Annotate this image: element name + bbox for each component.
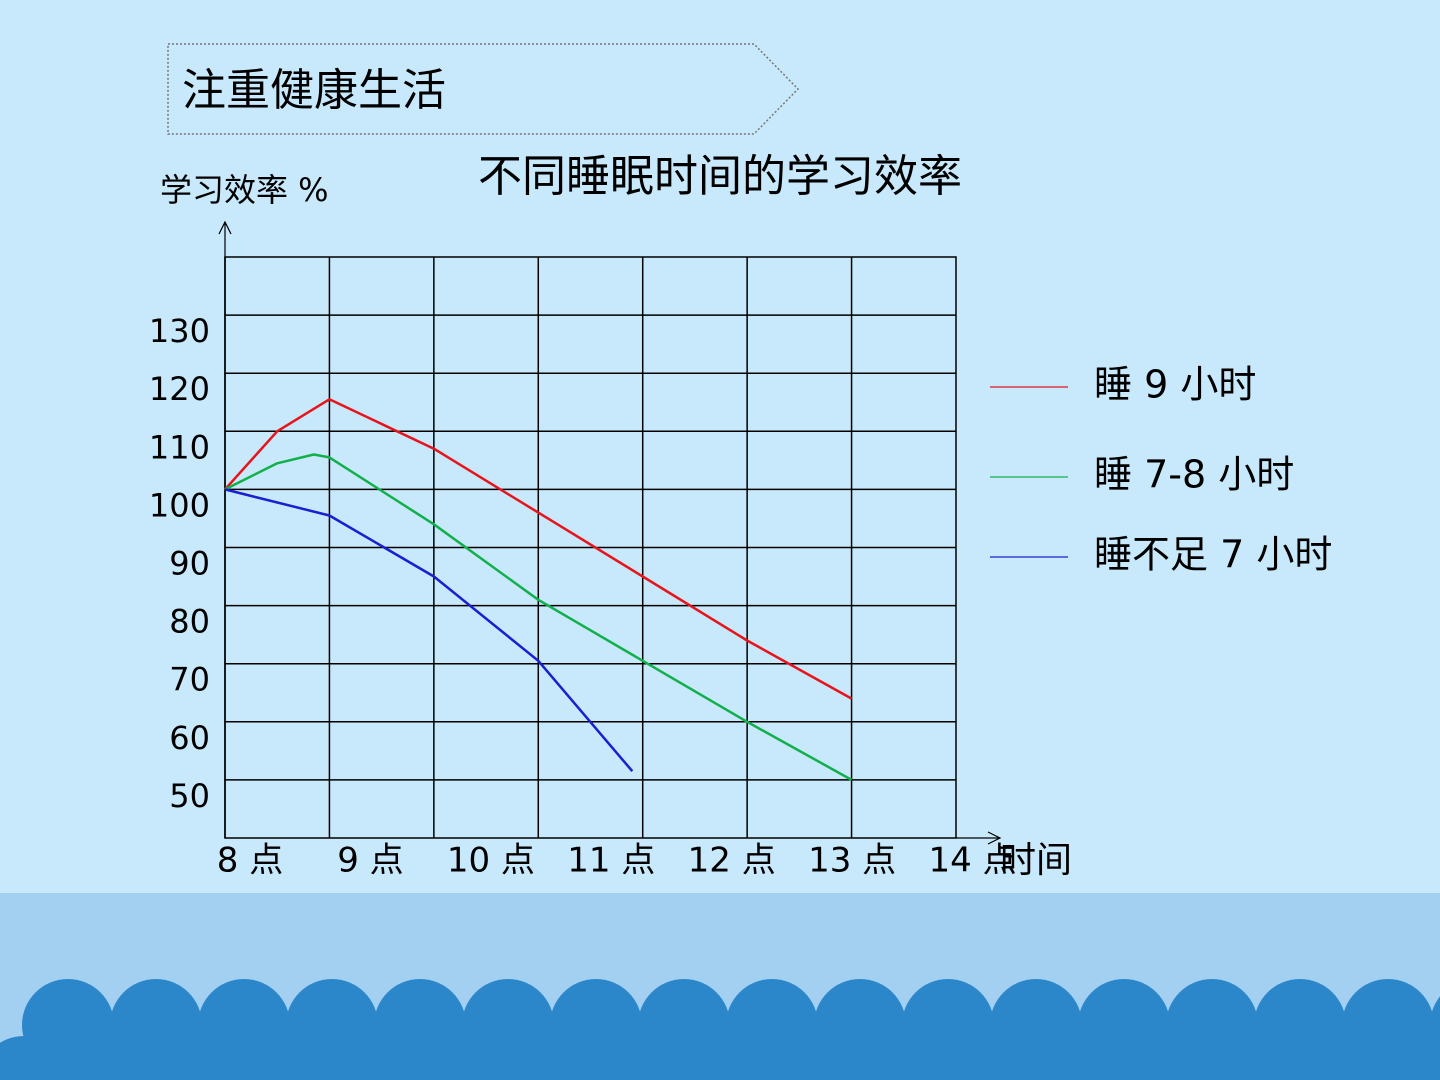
series-line	[224, 453, 853, 781]
series-line	[224, 398, 853, 700]
y-tick-label: 130	[149, 312, 210, 350]
y-tick-label: 90	[169, 545, 210, 583]
wave	[594, 1036, 686, 1080]
x-tick-label: 9 点	[337, 841, 403, 881]
y-tick-label: 60	[169, 719, 210, 757]
series-line	[224, 488, 634, 773]
x-tick-label: 8 点	[217, 841, 283, 881]
wave	[242, 1036, 334, 1080]
legend-label: 睡不足 7 小时	[1094, 533, 1332, 577]
wave	[1298, 1036, 1390, 1080]
legend-label: 睡 7-8 小时	[1094, 453, 1294, 497]
x-tick-label: 10 点	[447, 841, 535, 881]
wave	[682, 1036, 774, 1080]
x-tick-label: 14 点	[929, 841, 1017, 881]
wave	[858, 1036, 950, 1080]
y-tick-label: 80	[169, 603, 210, 641]
wave	[154, 1036, 246, 1080]
x-tick-label: 11 点	[567, 841, 655, 881]
y-tick-label: 100	[149, 486, 210, 524]
y-tick-label: 50	[169, 777, 210, 815]
header-title: 注重健康生活	[182, 65, 446, 116]
y-tick-label: 110	[149, 428, 210, 466]
header-box	[167, 43, 800, 135]
axis-arrows	[218, 220, 1002, 845]
wave	[946, 1036, 1038, 1080]
y-tick-label: 70	[169, 661, 210, 699]
y-axis-label: 学习效率 %	[160, 171, 329, 209]
wave-decoration	[0, 979, 1440, 1080]
wave	[1210, 1036, 1302, 1080]
x-tick-label: 13 点	[808, 841, 896, 881]
wave	[1122, 1036, 1214, 1080]
x-tick-label: 12 点	[688, 841, 776, 881]
wave	[506, 1036, 598, 1080]
chart-title: 不同睡眠时间的学习效率	[478, 151, 962, 202]
y-tick-label: 120	[149, 370, 210, 408]
wave	[1386, 1036, 1440, 1080]
wave	[1034, 1036, 1126, 1080]
wave	[66, 1036, 158, 1080]
wave	[0, 1036, 70, 1080]
wave	[418, 1036, 510, 1080]
wave	[770, 1036, 862, 1080]
legend-label: 睡 9 小时	[1094, 363, 1256, 407]
x-axis-label: 时间	[1000, 840, 1072, 881]
wave	[330, 1036, 422, 1080]
